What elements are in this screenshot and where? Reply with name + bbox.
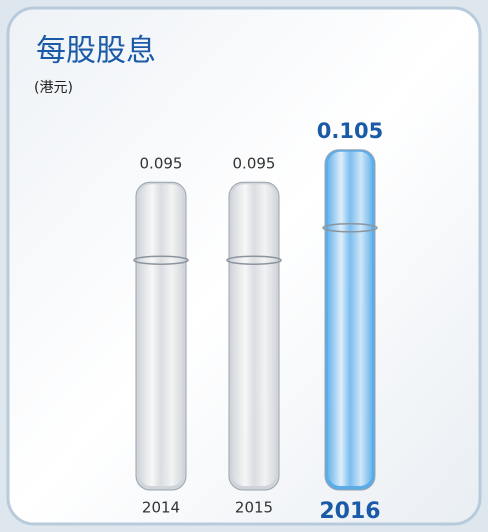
tube-rim — [322, 223, 378, 233]
bar-shine — [232, 184, 276, 486]
x-tick-label: 2014 — [142, 499, 180, 517]
value-label: 0.095 — [140, 155, 183, 173]
value-label: 0.095 — [233, 155, 276, 173]
chart-subtitle: (港元) — [34, 80, 73, 96]
x-tick-label: 2015 — [235, 499, 273, 517]
chart-title: 每股股息 — [36, 34, 156, 69]
value-label: 0.105 — [317, 119, 383, 143]
bar-shine — [139, 184, 183, 486]
tube-rim — [226, 255, 282, 265]
tube-rim — [133, 255, 189, 265]
bar-shine — [328, 151, 372, 487]
x-tick-label: 2016 — [319, 499, 380, 524]
